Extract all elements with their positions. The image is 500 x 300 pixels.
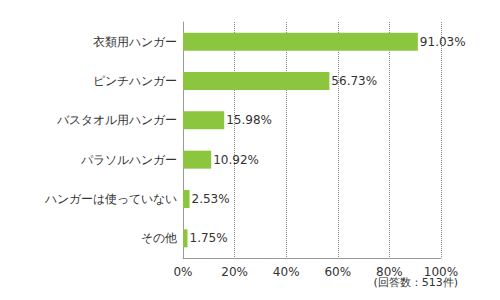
svg-text:その他: その他 xyxy=(141,231,177,245)
svg-text:ピンチハンガー: ピンチハンガー xyxy=(93,74,177,88)
svg-text:60%: 60% xyxy=(324,265,351,279)
svg-text:15.98%: 15.98% xyxy=(226,113,272,127)
svg-text:40%: 40% xyxy=(273,265,300,279)
svg-text:ハンガーは使っていない: ハンガーは使っていない xyxy=(44,192,177,206)
svg-text:(回答数：513件): (回答数：513件) xyxy=(373,276,458,289)
svg-text:衣類用ハンガー: 衣類用ハンガー xyxy=(93,35,177,49)
svg-text:1.75%: 1.75% xyxy=(190,231,228,245)
svg-text:バスタオル用ハンガー: バスタオル用ハンガー xyxy=(56,113,177,127)
svg-text:10.92%: 10.92% xyxy=(213,153,259,167)
svg-text:91.03%: 91.03% xyxy=(420,35,466,49)
svg-text:56.73%: 56.73% xyxy=(331,74,377,88)
svg-text:20%: 20% xyxy=(221,265,248,279)
svg-text:0%: 0% xyxy=(173,265,192,279)
svg-text:100%: 100% xyxy=(424,265,458,279)
svg-text:パラソルハンガー: パラソルハンガー xyxy=(80,153,177,167)
svg-text:80%: 80% xyxy=(376,265,403,279)
svg-text:2.53%: 2.53% xyxy=(192,192,230,206)
